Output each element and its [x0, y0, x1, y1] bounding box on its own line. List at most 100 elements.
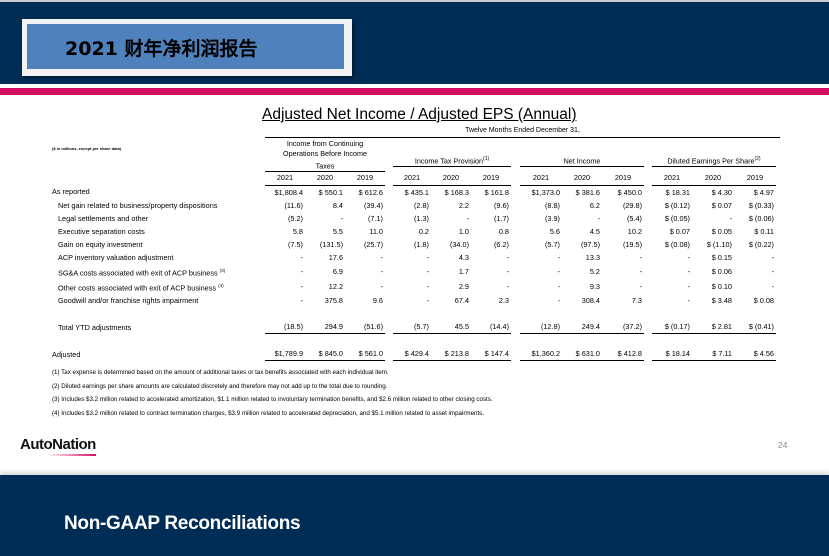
- cell-value: $ 412.8: [602, 347, 644, 362]
- table-row: As reported $1,808.4 $ 550.1 $ 612.6 $ 435.1…: [50, 185, 776, 199]
- cell-value: 10.2: [627, 226, 642, 236]
- cell-value: -: [300, 282, 303, 292]
- cell-value: $ 0.10: [711, 282, 732, 292]
- row-label: Total YTD adjustments: [58, 322, 132, 332]
- cell-value: $1,373.0: [531, 187, 560, 197]
- cell-value: (97.5): [580, 239, 600, 249]
- group-header: Income from Continuing Operations Before…: [265, 139, 385, 173]
- cell-value: 9.3: [589, 282, 600, 292]
- cell-value: -: [506, 282, 509, 292]
- cell-value: $ 550.1: [318, 187, 343, 197]
- cell-value: (2.8): [413, 200, 429, 210]
- cell-value: 12.2: [328, 282, 343, 292]
- footnote: (4) Includes $3.2 million related to con…: [52, 409, 484, 417]
- cell-value: $ 213.8: [431, 347, 471, 362]
- cell-value: 13.3: [585, 252, 600, 262]
- cell-value: -: [639, 282, 642, 292]
- units-note: ($ in millions, except per share data): [52, 146, 122, 151]
- cell-value: $ 0.05: [711, 226, 732, 236]
- cell-value: -: [426, 252, 429, 262]
- cell-value: -: [557, 266, 560, 276]
- section-band: Non-GAAP Reconciliations: [0, 475, 829, 556]
- cell-value: 2021: [652, 172, 692, 186]
- cell-value: -: [687, 266, 690, 276]
- cell-value: $ 18.14: [652, 347, 692, 362]
- cell-value: (12.8): [520, 320, 562, 335]
- cell-value: (7.1): [367, 213, 383, 223]
- cell-value: 308.4: [581, 296, 600, 306]
- group-header: Income Tax Provision(1): [393, 154, 511, 168]
- group-header: Net Income: [520, 154, 644, 168]
- cell-value: $ (0.17): [652, 320, 692, 335]
- cell-value: -: [771, 282, 774, 292]
- cell-value: -: [340, 213, 343, 223]
- page-number: 24: [778, 440, 788, 450]
- total-row: Total YTD adjustments (18.5) 294.9 (51.6) (5…: [50, 320, 776, 335]
- cell-value: 6.9: [332, 266, 343, 276]
- row-label: ACP inventory valuation adjustment: [58, 252, 174, 262]
- cell-value: -: [466, 213, 469, 223]
- cell-value: -: [506, 266, 509, 276]
- cell-value: 1.7: [458, 266, 469, 276]
- cell-value: (1.7): [493, 213, 509, 223]
- cell-value: (5.7): [544, 239, 560, 249]
- cell-value: -: [639, 252, 642, 262]
- cell-value: 2019: [471, 172, 511, 186]
- cell-value: 2021: [393, 172, 431, 186]
- row-label: Adjusted: [52, 349, 81, 359]
- footnote: (2) Diluted earnings per share amounts a…: [52, 382, 388, 390]
- cell-value: $ 7.11: [692, 347, 734, 362]
- cell-value: $1,808.4: [274, 187, 303, 197]
- cell-value: (8.8): [544, 200, 560, 210]
- cell-value: (7.5): [287, 239, 303, 249]
- cell-value: $ 0.06: [711, 266, 732, 276]
- cell-value: 2020: [692, 172, 734, 186]
- cell-value: (6.2): [493, 239, 509, 249]
- cell-value: $ (0.12): [664, 200, 690, 210]
- cell-value: $ 18.31: [665, 187, 690, 197]
- footnote: (1) Tax expense is determined based on t…: [52, 369, 389, 376]
- cell-value: 249.4: [562, 320, 602, 335]
- footnote: (3) Includes $3.2 million related to acc…: [52, 396, 493, 403]
- section-title: Non-GAAP Reconciliations: [64, 513, 301, 534]
- cell-value: -: [300, 266, 303, 276]
- table-row: Net gain related to business/property di…: [50, 199, 776, 212]
- cell-value: (51.6): [345, 320, 385, 335]
- cell-value: 17.6: [328, 252, 343, 262]
- cell-value: (3.9): [544, 213, 560, 223]
- title-box: 2021 财年净利润报告: [22, 19, 352, 76]
- row-label: SG&A costs associated with exit of ACP b…: [58, 267, 218, 277]
- reconciliation-table: 2021 2020 2019 2021 2020 2019 2021 2020 2019 2021…: [50, 172, 776, 362]
- cell-value: $ 161.8: [484, 187, 509, 197]
- cell-value: 5.5: [332, 226, 343, 236]
- cell-value: 2020: [305, 172, 345, 186]
- cell-value: 2021: [265, 172, 305, 186]
- cell-value: -: [771, 266, 774, 276]
- cell-value: $ (0.33): [748, 200, 774, 210]
- cell-value: 5.6: [549, 226, 560, 236]
- cell-value: -: [687, 282, 690, 292]
- cell-value: 0.2: [418, 226, 429, 236]
- cell-value: $ 4.30: [711, 187, 732, 197]
- cell-value: $ 0.15: [711, 252, 732, 262]
- cell-value: 2.3: [498, 296, 509, 306]
- cell-value: (34.0): [449, 239, 469, 249]
- cell-value: -: [380, 252, 383, 262]
- cell-value: 7.3: [631, 296, 642, 306]
- cell-value: 0.8: [498, 226, 509, 236]
- cell-value: 2020: [562, 172, 602, 186]
- autonation-logo: AutoNation: [20, 436, 96, 456]
- cell-value: -: [300, 252, 303, 262]
- cell-value: (29.8): [622, 200, 642, 210]
- cell-value: $ (0.05): [664, 213, 690, 223]
- footnotes: (1) Tax expense is determined based on t…: [52, 366, 493, 420]
- cell-value: 2019: [602, 172, 644, 186]
- cell-value: 2019: [734, 172, 776, 186]
- cell-value: (18.5): [265, 320, 305, 335]
- cell-value: (14.4): [471, 320, 511, 335]
- cell-value: (131.5): [319, 239, 343, 249]
- row-label: Legal settlements and other: [58, 213, 149, 223]
- cell-value: -: [300, 296, 303, 306]
- cell-value: (5.4): [626, 213, 642, 223]
- cell-value: 2019: [345, 172, 385, 186]
